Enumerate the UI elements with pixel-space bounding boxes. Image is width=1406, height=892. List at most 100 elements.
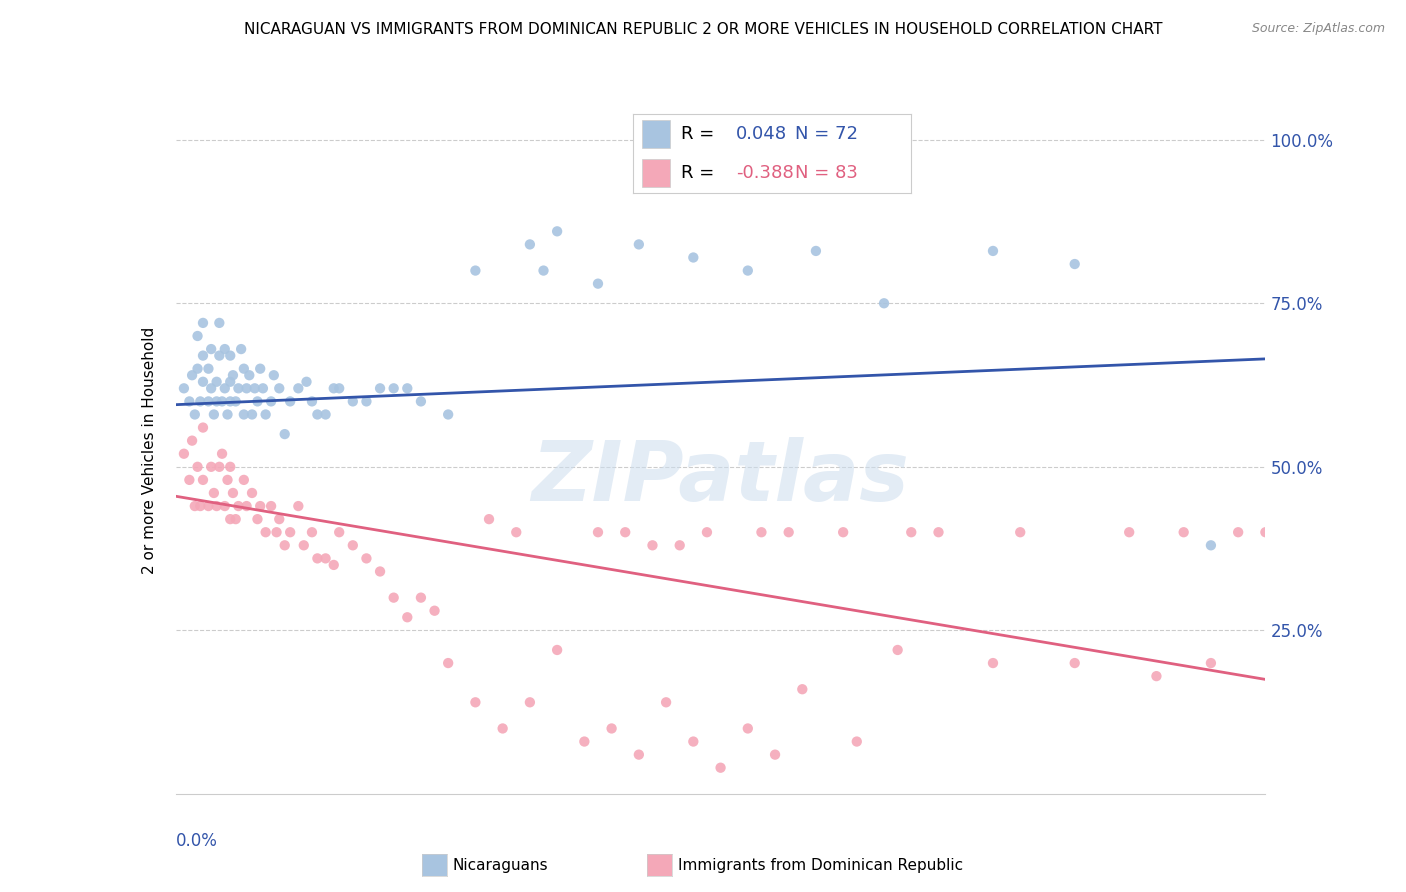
Point (274, 538, 297, 552)
Point (191, 316, 214, 330)
Point (519, 695, 541, 709)
Point (342, 538, 364, 552)
Point (208, 349, 231, 363)
Point (217, 408, 239, 422)
Point (696, 525, 718, 540)
Point (200, 459, 222, 474)
Point (505, 525, 527, 540)
Text: 0.0%: 0.0% (176, 831, 218, 850)
Point (464, 695, 486, 709)
Point (266, 525, 288, 540)
Point (235, 499, 257, 513)
Point (205, 499, 228, 513)
Point (211, 447, 233, 461)
Point (217, 473, 239, 487)
Point (197, 394, 219, 409)
Point (396, 610, 419, 624)
Point (519, 237, 541, 252)
Point (928, 525, 950, 540)
Point (222, 368, 245, 383)
Point (301, 525, 323, 540)
Point (254, 408, 277, 422)
Point (368, 565, 391, 579)
Point (478, 512, 501, 526)
Point (533, 263, 555, 277)
Point (600, 722, 623, 736)
Point (1173, 525, 1195, 540)
Point (254, 525, 277, 540)
Point (423, 604, 446, 618)
Point (232, 408, 254, 422)
Point (751, 525, 773, 540)
Point (464, 263, 486, 277)
Point (492, 722, 515, 736)
Point (191, 420, 214, 434)
Point (287, 499, 309, 513)
Point (356, 394, 378, 409)
Point (682, 251, 704, 265)
Point (214, 381, 236, 395)
Point (322, 558, 344, 572)
Point (205, 394, 228, 409)
Point (845, 734, 868, 748)
Point (246, 394, 269, 409)
Point (586, 277, 609, 291)
Point (191, 473, 214, 487)
Point (205, 375, 228, 389)
Point (232, 473, 254, 487)
Point (219, 512, 242, 526)
Point (228, 499, 250, 513)
Point (278, 525, 301, 540)
Point (260, 394, 283, 409)
Point (627, 747, 650, 762)
Point (292, 538, 315, 552)
Point (437, 656, 460, 670)
Point (396, 381, 419, 395)
Point (240, 486, 263, 500)
Point (328, 381, 350, 395)
Point (737, 722, 759, 736)
Point (225, 394, 247, 409)
Point (1199, 656, 1222, 670)
Point (208, 459, 231, 474)
Point (295, 375, 318, 389)
Point (1199, 538, 1222, 552)
Point (197, 361, 219, 376)
Point (222, 486, 245, 500)
Point (301, 394, 323, 409)
Point (682, 734, 704, 748)
Text: Immigrants from Dominican Republic: Immigrants from Dominican Republic (678, 858, 963, 872)
Point (240, 408, 263, 422)
Point (181, 368, 204, 383)
Point (200, 342, 222, 356)
Point (832, 525, 855, 540)
Point (322, 381, 344, 395)
Text: NICARAGUAN VS IMMIGRANTS FROM DOMINICAN REPUBLIC 2 OR MORE VEHICLES IN HOUSEHOLD: NICARAGUAN VS IMMIGRANTS FROM DOMINICAN … (243, 22, 1163, 37)
Point (778, 525, 800, 540)
Point (307, 551, 329, 566)
Point (1063, 656, 1085, 670)
Point (886, 643, 908, 657)
Point (208, 316, 231, 330)
Point (382, 591, 405, 605)
Point (737, 263, 759, 277)
Point (1227, 525, 1250, 540)
Point (269, 512, 291, 526)
Point (191, 349, 214, 363)
Point (200, 381, 222, 395)
Point (181, 434, 204, 448)
Point (184, 408, 207, 422)
Point (260, 499, 283, 513)
Point (219, 459, 242, 474)
Point (214, 499, 236, 513)
Point (627, 237, 650, 252)
Point (614, 525, 637, 540)
Point (981, 244, 1004, 258)
Point (228, 381, 250, 395)
Point (315, 408, 337, 422)
Text: Source: ZipAtlas.com: Source: ZipAtlas.com (1251, 22, 1385, 36)
Point (900, 525, 922, 540)
Point (179, 394, 201, 409)
Point (1010, 525, 1032, 540)
Text: ZIPatlas: ZIPatlas (531, 437, 910, 518)
